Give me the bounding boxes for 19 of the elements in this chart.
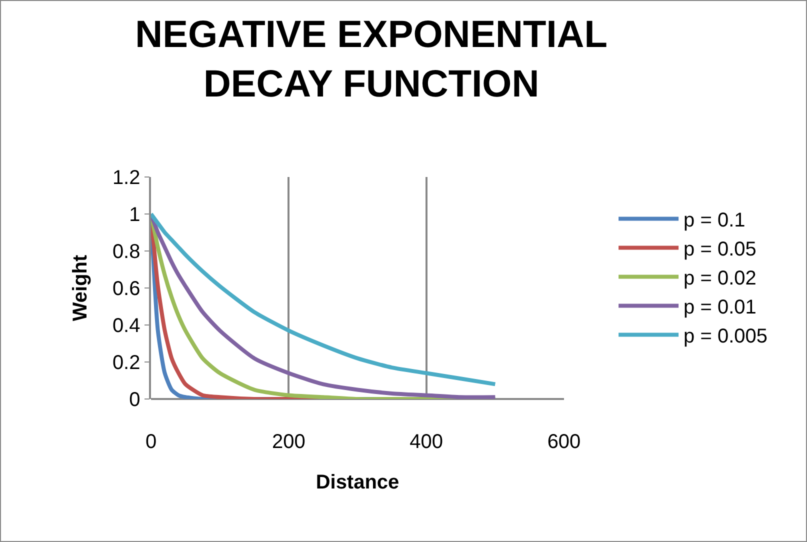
legend-label: p = 0.02 bbox=[684, 268, 756, 290]
x-tick-label: 600 bbox=[547, 431, 581, 453]
legend-label: p = 0.1 bbox=[684, 210, 746, 232]
y-tick-label: 1.2 bbox=[112, 167, 140, 189]
y-tick-label: 0.6 bbox=[112, 278, 140, 300]
x-tick-label: 400 bbox=[410, 431, 444, 453]
y-tick-label: 0.4 bbox=[112, 315, 140, 337]
legend-label: p = 0.05 bbox=[684, 238, 756, 260]
legend-label: p = 0.005 bbox=[684, 326, 768, 348]
x-axis-title: Distance bbox=[316, 472, 400, 494]
y-axis-title: Weight bbox=[69, 254, 92, 322]
chart-title: NEGATIVE EXPONENTIAL DECAY FUNCTION bbox=[135, 14, 608, 106]
x-tick-label: 200 bbox=[272, 431, 306, 453]
x-tick-label: 0 bbox=[145, 431, 157, 453]
legend-label: p = 0.01 bbox=[684, 296, 756, 318]
y-tick-label: 0 bbox=[129, 389, 140, 411]
y-tick-label: 0.8 bbox=[112, 241, 140, 263]
y-tick-label: 1 bbox=[129, 204, 140, 226]
y-tick-label: 0.2 bbox=[112, 352, 140, 374]
